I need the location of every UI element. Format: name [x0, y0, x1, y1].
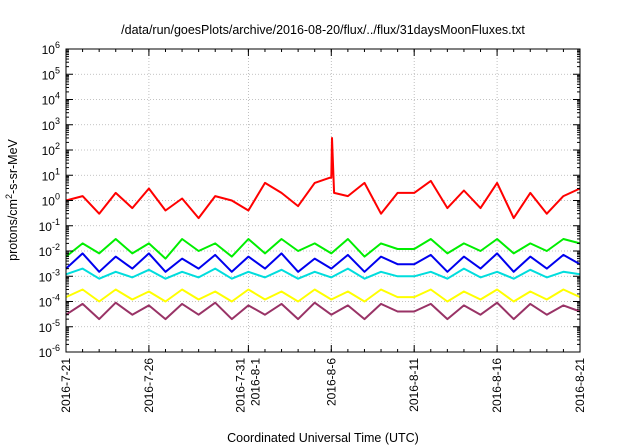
y-tick-label: 103 — [42, 116, 60, 133]
series-line-6 — [65, 301, 581, 321]
chart-title: /data/run/goesPlots/archive/2016-08-20/f… — [121, 23, 525, 37]
series-line-1 — [65, 137, 581, 220]
tick-marks — [65, 48, 581, 353]
y-tick-label: 100 — [42, 192, 60, 209]
y-tick-label: 10-6 — [39, 343, 60, 360]
y-tick-label: 105 — [42, 65, 60, 82]
x-tick-label: 2016-8-16 — [490, 358, 504, 413]
y-tick-label: 104 — [42, 91, 60, 108]
x-tick-label: 2016-7-21 — [59, 358, 73, 413]
y-axis-label-pre: protons/cm — [6, 199, 20, 261]
y-tick-labels: 10-6 10-5 10-4 10-3 10-2 10-1 100 101 102 103 104 1… — [39, 40, 60, 360]
y-tick-label: 10-3 — [39, 267, 60, 284]
y-tick-label: 101 — [42, 166, 60, 183]
y-axis-label-sup: 2 — [4, 194, 14, 199]
y-axis-label: protons/cm2-s-sr-MeV — [4, 138, 20, 260]
y-axis-label-post: -s-sr-MeV — [6, 138, 20, 194]
series-line-3 — [65, 267, 581, 280]
y-tick-label: 10-2 — [39, 242, 60, 259]
x-tick-label: 2016-8-1 — [248, 358, 262, 406]
x-tick-label: 2016-8-6 — [324, 358, 338, 406]
y-tick-label: 10-4 — [39, 293, 60, 310]
x-tick-labels: 2016-7-21 2016-7-26 2016-7-31 2016-8-1 2016-… — [59, 358, 587, 413]
x-axis-label: Coordinated Universal Time (UTC) — [227, 431, 419, 445]
x-tick-label: 2016-7-26 — [142, 358, 156, 413]
series-line-5 — [65, 288, 581, 303]
x-tick-label: 2016-7-31 — [233, 358, 247, 413]
y-tick-label: 102 — [42, 141, 60, 158]
y-tick-label: 10-1 — [39, 217, 60, 234]
series-group — [65, 137, 581, 321]
x-tick-label: 2016-8-21 — [573, 358, 587, 413]
series-line-4 — [65, 252, 581, 273]
y-tick-label: 106 — [42, 40, 60, 57]
y-tick-label: 10-5 — [39, 318, 60, 335]
plot-frame — [65, 48, 581, 353]
series-line-2 — [65, 238, 581, 260]
x-tick-label: 2016-8-11 — [407, 358, 421, 412]
grid-lines — [66, 49, 580, 352]
